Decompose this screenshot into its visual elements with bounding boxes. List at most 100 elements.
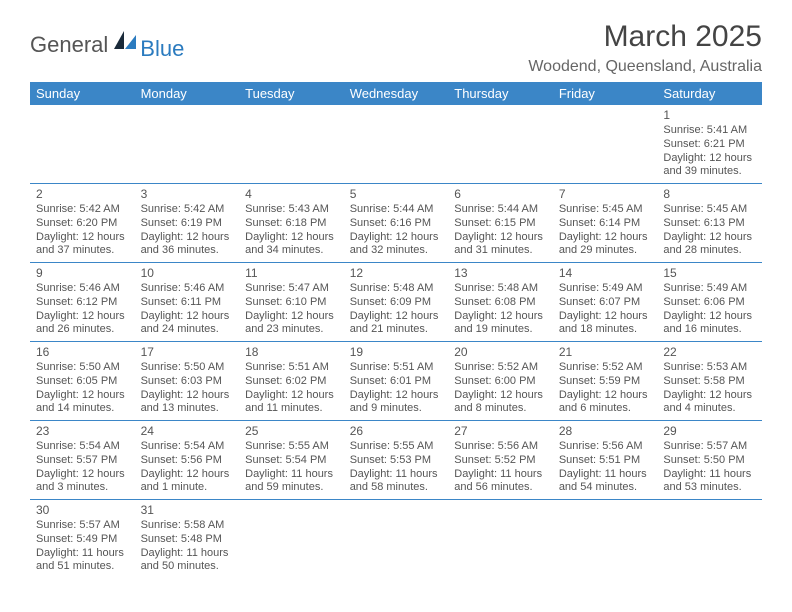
sunset-line: Sunset: 6:19 PM	[141, 217, 234, 231]
col-tuesday: Tuesday	[239, 82, 344, 105]
daylight-line-2: and 29 minutes.	[559, 244, 652, 258]
calendar-row: 16Sunrise: 5:50 AMSunset: 6:05 PMDayligh…	[30, 342, 762, 421]
sunset-line: Sunset: 6:00 PM	[454, 375, 547, 389]
calendar-cell: 8Sunrise: 5:45 AMSunset: 6:13 PMDaylight…	[657, 184, 762, 263]
day-number: 7	[559, 187, 652, 202]
sunrise-line: Sunrise: 5:55 AM	[245, 440, 338, 454]
calendar-cell: 7Sunrise: 5:45 AMSunset: 6:14 PMDaylight…	[553, 184, 658, 263]
daylight-line-2: and 58 minutes.	[350, 481, 443, 495]
sunrise-line: Sunrise: 5:57 AM	[663, 440, 756, 454]
sunset-line: Sunset: 5:52 PM	[454, 454, 547, 468]
sunrise-line: Sunrise: 5:50 AM	[141, 361, 234, 375]
sunrise-line: Sunrise: 5:43 AM	[245, 203, 338, 217]
daylight-line-2: and 50 minutes.	[141, 560, 234, 574]
calendar-row: 23Sunrise: 5:54 AMSunset: 5:57 PMDayligh…	[30, 421, 762, 500]
daylight-line-1: Daylight: 12 hours	[141, 310, 234, 324]
daylight-line-2: and 19 minutes.	[454, 323, 547, 337]
daylight-line-2: and 16 minutes.	[663, 323, 756, 337]
calendar-cell	[30, 105, 135, 184]
sunrise-line: Sunrise: 5:52 AM	[559, 361, 652, 375]
sunset-line: Sunset: 6:20 PM	[36, 217, 129, 231]
daylight-line-1: Daylight: 12 hours	[350, 231, 443, 245]
day-number: 30	[36, 503, 129, 518]
calendar-cell: 30Sunrise: 5:57 AMSunset: 5:49 PMDayligh…	[30, 500, 135, 579]
daylight-line-1: Daylight: 12 hours	[663, 231, 756, 245]
daylight-line-1: Daylight: 12 hours	[559, 310, 652, 324]
daylight-line-1: Daylight: 11 hours	[245, 468, 338, 482]
page-title: March 2025	[528, 20, 762, 54]
calendar-cell: 25Sunrise: 5:55 AMSunset: 5:54 PMDayligh…	[239, 421, 344, 500]
daylight-line-2: and 53 minutes.	[663, 481, 756, 495]
calendar-cell: 14Sunrise: 5:49 AMSunset: 6:07 PMDayligh…	[553, 263, 658, 342]
sunset-line: Sunset: 6:06 PM	[663, 296, 756, 310]
calendar-cell: 23Sunrise: 5:54 AMSunset: 5:57 PMDayligh…	[30, 421, 135, 500]
sunset-line: Sunset: 5:51 PM	[559, 454, 652, 468]
day-number: 31	[141, 503, 234, 518]
day-number: 1	[663, 108, 756, 123]
daylight-line-1: Daylight: 12 hours	[245, 231, 338, 245]
day-number: 3	[141, 187, 234, 202]
calendar-table: Sunday Monday Tuesday Wednesday Thursday…	[30, 82, 762, 578]
sunrise-line: Sunrise: 5:57 AM	[36, 519, 129, 533]
day-number: 20	[454, 345, 547, 360]
daylight-line-1: Daylight: 12 hours	[141, 231, 234, 245]
day-number: 8	[663, 187, 756, 202]
sunrise-line: Sunrise: 5:56 AM	[454, 440, 547, 454]
calendar-cell: 12Sunrise: 5:48 AMSunset: 6:09 PMDayligh…	[344, 263, 449, 342]
daylight-line-1: Daylight: 12 hours	[245, 310, 338, 324]
calendar-cell: 26Sunrise: 5:55 AMSunset: 5:53 PMDayligh…	[344, 421, 449, 500]
col-sunday: Sunday	[30, 82, 135, 105]
calendar-cell: 16Sunrise: 5:50 AMSunset: 6:05 PMDayligh…	[30, 342, 135, 421]
logo: General Blue	[30, 28, 184, 62]
sunset-line: Sunset: 5:58 PM	[663, 375, 756, 389]
daylight-line-2: and 13 minutes.	[141, 402, 234, 416]
daylight-line-2: and 39 minutes.	[663, 165, 756, 179]
daylight-line-2: and 18 minutes.	[559, 323, 652, 337]
calendar-cell: 15Sunrise: 5:49 AMSunset: 6:06 PMDayligh…	[657, 263, 762, 342]
sunset-line: Sunset: 6:01 PM	[350, 375, 443, 389]
daylight-line-1: Daylight: 12 hours	[350, 310, 443, 324]
daylight-line-2: and 14 minutes.	[36, 402, 129, 416]
day-number: 10	[141, 266, 234, 281]
sunrise-line: Sunrise: 5:50 AM	[36, 361, 129, 375]
daylight-line-1: Daylight: 12 hours	[559, 231, 652, 245]
calendar-cell	[344, 500, 449, 579]
daylight-line-1: Daylight: 11 hours	[663, 468, 756, 482]
daylight-line-1: Daylight: 11 hours	[36, 547, 129, 561]
day-number: 12	[350, 266, 443, 281]
sunset-line: Sunset: 6:10 PM	[245, 296, 338, 310]
sunset-line: Sunset: 5:59 PM	[559, 375, 652, 389]
sunset-line: Sunset: 6:02 PM	[245, 375, 338, 389]
daylight-line-2: and 36 minutes.	[141, 244, 234, 258]
daylight-line-1: Daylight: 12 hours	[141, 389, 234, 403]
sunrise-line: Sunrise: 5:51 AM	[245, 361, 338, 375]
calendar-cell: 20Sunrise: 5:52 AMSunset: 6:00 PMDayligh…	[448, 342, 553, 421]
calendar-cell: 1Sunrise: 5:41 AMSunset: 6:21 PMDaylight…	[657, 105, 762, 184]
calendar-cell: 11Sunrise: 5:47 AMSunset: 6:10 PMDayligh…	[239, 263, 344, 342]
calendar-cell: 10Sunrise: 5:46 AMSunset: 6:11 PMDayligh…	[135, 263, 240, 342]
daylight-line-2: and 23 minutes.	[245, 323, 338, 337]
col-thursday: Thursday	[448, 82, 553, 105]
logo-text-main: General	[30, 32, 108, 58]
calendar-row: 9Sunrise: 5:46 AMSunset: 6:12 PMDaylight…	[30, 263, 762, 342]
sunrise-line: Sunrise: 5:46 AM	[36, 282, 129, 296]
daylight-line-1: Daylight: 11 hours	[454, 468, 547, 482]
daylight-line-2: and 26 minutes.	[36, 323, 129, 337]
sunrise-line: Sunrise: 5:54 AM	[36, 440, 129, 454]
daylight-line-1: Daylight: 12 hours	[36, 231, 129, 245]
sunrise-line: Sunrise: 5:48 AM	[454, 282, 547, 296]
daylight-line-1: Daylight: 12 hours	[141, 468, 234, 482]
daylight-line-2: and 37 minutes.	[36, 244, 129, 258]
daylight-line-1: Daylight: 12 hours	[245, 389, 338, 403]
sunset-line: Sunset: 5:50 PM	[663, 454, 756, 468]
sunset-line: Sunset: 6:11 PM	[141, 296, 234, 310]
day-number: 27	[454, 424, 547, 439]
sunset-line: Sunset: 5:53 PM	[350, 454, 443, 468]
calendar-cell: 13Sunrise: 5:48 AMSunset: 6:08 PMDayligh…	[448, 263, 553, 342]
sunset-line: Sunset: 6:13 PM	[663, 217, 756, 231]
sunrise-line: Sunrise: 5:41 AM	[663, 124, 756, 138]
sunset-line: Sunset: 5:54 PM	[245, 454, 338, 468]
day-number: 17	[141, 345, 234, 360]
col-friday: Friday	[553, 82, 658, 105]
calendar-cell: 3Sunrise: 5:42 AMSunset: 6:19 PMDaylight…	[135, 184, 240, 263]
